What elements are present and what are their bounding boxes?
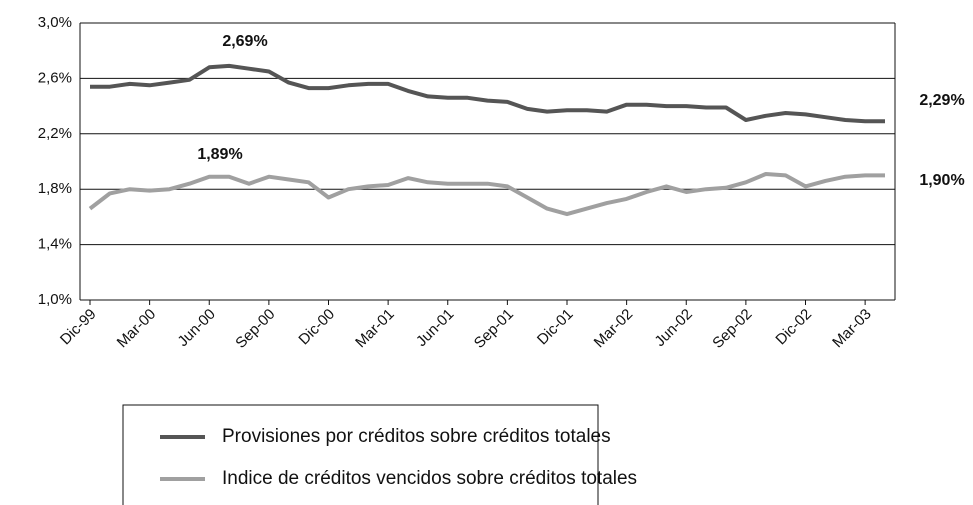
x-tick-label: Mar-03 — [829, 306, 875, 352]
x-tick-label: Mar-01 — [352, 306, 398, 352]
x-tick-label: Dic-00 — [295, 306, 338, 349]
annotation: 1,90% — [919, 172, 964, 189]
annotation: 2,69% — [222, 33, 267, 50]
y-tick-label: 1,0% — [38, 291, 72, 308]
x-tick-label: Mar-00 — [114, 306, 160, 352]
y-tick-label: 1,4% — [38, 236, 72, 253]
annotation: 1,89% — [197, 146, 242, 163]
y-tick-label: 3,0% — [38, 14, 72, 31]
x-tick-label: Sep-00 — [232, 306, 278, 352]
x-tick-label: Dic-99 — [57, 306, 100, 349]
annotation: 2,29% — [919, 92, 964, 109]
x-tick-label: Mar-02 — [591, 306, 637, 352]
x-tick-label: Jun-00 — [174, 306, 218, 350]
legend-label: Indice de créditos vencidos sobre crédit… — [222, 468, 637, 489]
x-tick-label: Dic-01 — [534, 306, 577, 349]
x-tick-label: Jun-02 — [651, 306, 695, 350]
series-line — [88, 172, 885, 217]
y-tick-label: 2,6% — [38, 69, 72, 86]
x-tick-label: Jun-01 — [413, 306, 457, 350]
legend-label: Provisiones por créditos sobre créditos … — [222, 426, 611, 447]
y-tick-label: 1,8% — [38, 180, 72, 197]
x-tick-label: Dic-02 — [772, 306, 815, 349]
x-tick-label: Sep-01 — [471, 306, 517, 352]
x-tick-label: Sep-02 — [709, 306, 755, 352]
legend-box — [122, 404, 599, 505]
series-line — [90, 63, 885, 124]
y-tick-label: 2,2% — [38, 125, 72, 142]
